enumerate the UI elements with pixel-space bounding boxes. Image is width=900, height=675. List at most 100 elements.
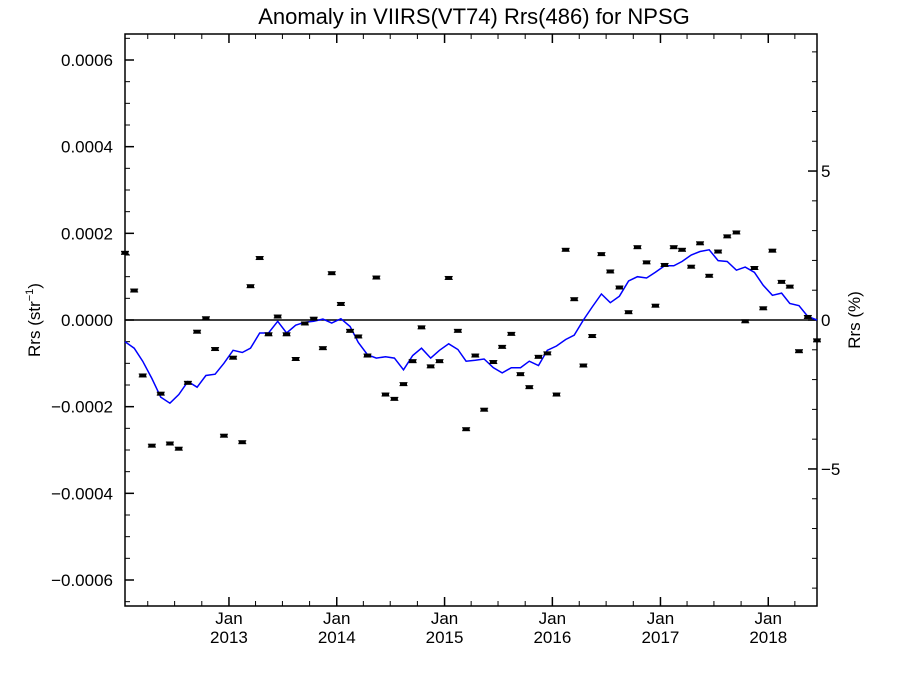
data-point [426, 364, 435, 369]
x-tick-label-year: 2018 [749, 628, 787, 647]
data-point [696, 241, 705, 246]
x-tick-label-month: Jan [755, 609, 782, 628]
data-point [588, 334, 597, 339]
data-point [785, 284, 794, 289]
data-point-marker [778, 280, 786, 284]
data-point [264, 332, 273, 337]
chart-title: Anomaly in VIIRS(VT74) Rrs(486) for NPSG [258, 4, 690, 29]
y-axis-left-label: Rrs (str−1) [24, 283, 44, 357]
data-point-marker [661, 263, 669, 267]
data-point-marker [337, 302, 345, 306]
data-point [327, 271, 336, 276]
data-point-marker [813, 338, 821, 342]
data-point-marker [579, 364, 587, 367]
data-point [543, 351, 552, 356]
x-tick-label-month: Jan [215, 609, 242, 628]
data-point-marker [625, 310, 633, 314]
data-point-marker [633, 245, 641, 249]
data-point-marker [184, 381, 192, 385]
y-axis-right: 5 0 −5 [808, 51, 840, 589]
data-point-marker [328, 271, 336, 275]
data-point [660, 262, 669, 267]
data-point-marker [714, 250, 722, 254]
data-point-marker [471, 354, 479, 358]
y-left-tick-label: 0.0000 [61, 311, 113, 330]
data-point [363, 353, 372, 358]
data-point-marker [274, 315, 282, 319]
data-point-marker [732, 230, 740, 234]
data-point [489, 360, 498, 365]
data-point [794, 349, 803, 354]
data-point [516, 372, 525, 377]
data-point [381, 392, 390, 397]
data-point [238, 440, 247, 445]
data-point [193, 329, 202, 334]
data-point-marker [606, 269, 614, 273]
data-point-marker [256, 256, 264, 260]
data-point-marker [543, 351, 551, 355]
x-tick-label-year: 2017 [642, 628, 680, 647]
data-point-marker [157, 392, 165, 396]
data-point-marker [750, 266, 758, 270]
data-point [372, 275, 381, 280]
data-point [211, 347, 220, 352]
data-point-marker [211, 347, 219, 351]
data-point-marker [588, 334, 596, 338]
data-point [723, 234, 732, 239]
data-point-marker [409, 359, 417, 363]
data-point-marker [372, 276, 380, 280]
data-point [229, 355, 238, 360]
data-point-marker [202, 316, 210, 320]
data-point [417, 325, 426, 330]
x-tick-label-month: Jan [647, 609, 674, 628]
x-tick-label-month: Jan [431, 609, 458, 628]
data-point [354, 334, 363, 339]
data-point-marker [454, 329, 462, 333]
data-point-marker [121, 251, 129, 255]
data-point-marker [139, 373, 147, 377]
data-point [714, 249, 723, 254]
series-line-path [124, 248, 818, 405]
data-point [615, 285, 624, 290]
x-axis: Jan2013Jan2014Jan2015Jan2016Jan2017Jan20… [147, 34, 796, 647]
data-point-marker [651, 304, 659, 308]
data-point [318, 346, 327, 351]
y-left-tick-label: −0.0006 [51, 571, 113, 590]
y-left-tick-label: −0.0004 [51, 484, 113, 503]
data-point-marker [597, 252, 605, 256]
data-point [803, 314, 812, 319]
data-point [525, 385, 534, 390]
data-point [255, 256, 264, 261]
data-point [121, 250, 129, 255]
data-point [669, 245, 678, 250]
data-point-marker [534, 355, 542, 359]
y-left-tick-label: 0.0004 [61, 138, 113, 157]
data-point [165, 441, 174, 446]
data-point [813, 338, 821, 343]
data-point-marker [265, 332, 273, 336]
data-point [651, 303, 660, 308]
data-point [138, 373, 147, 378]
data-point-marker [346, 329, 354, 333]
x-tick-label-year: 2014 [318, 628, 356, 647]
data-point [444, 275, 453, 280]
data-point [741, 319, 750, 324]
data-point-marker [489, 360, 497, 364]
y-left-tick-label: 0.0006 [61, 51, 113, 70]
data-point-marker [670, 245, 678, 249]
data-point-marker [768, 249, 776, 253]
data-point-marker [310, 317, 318, 321]
data-point [130, 288, 139, 293]
data-point-marker [480, 408, 488, 412]
data-point [336, 301, 345, 306]
data-point-marker [795, 349, 803, 353]
data-point-marker [525, 385, 533, 389]
data-point-marker [363, 354, 371, 358]
data-point [498, 344, 507, 349]
data-point [346, 328, 355, 333]
data-point-marker [418, 325, 426, 329]
data-point [633, 245, 642, 250]
data-point-marker [148, 444, 156, 448]
data-point [147, 443, 156, 448]
data-point [705, 273, 714, 278]
